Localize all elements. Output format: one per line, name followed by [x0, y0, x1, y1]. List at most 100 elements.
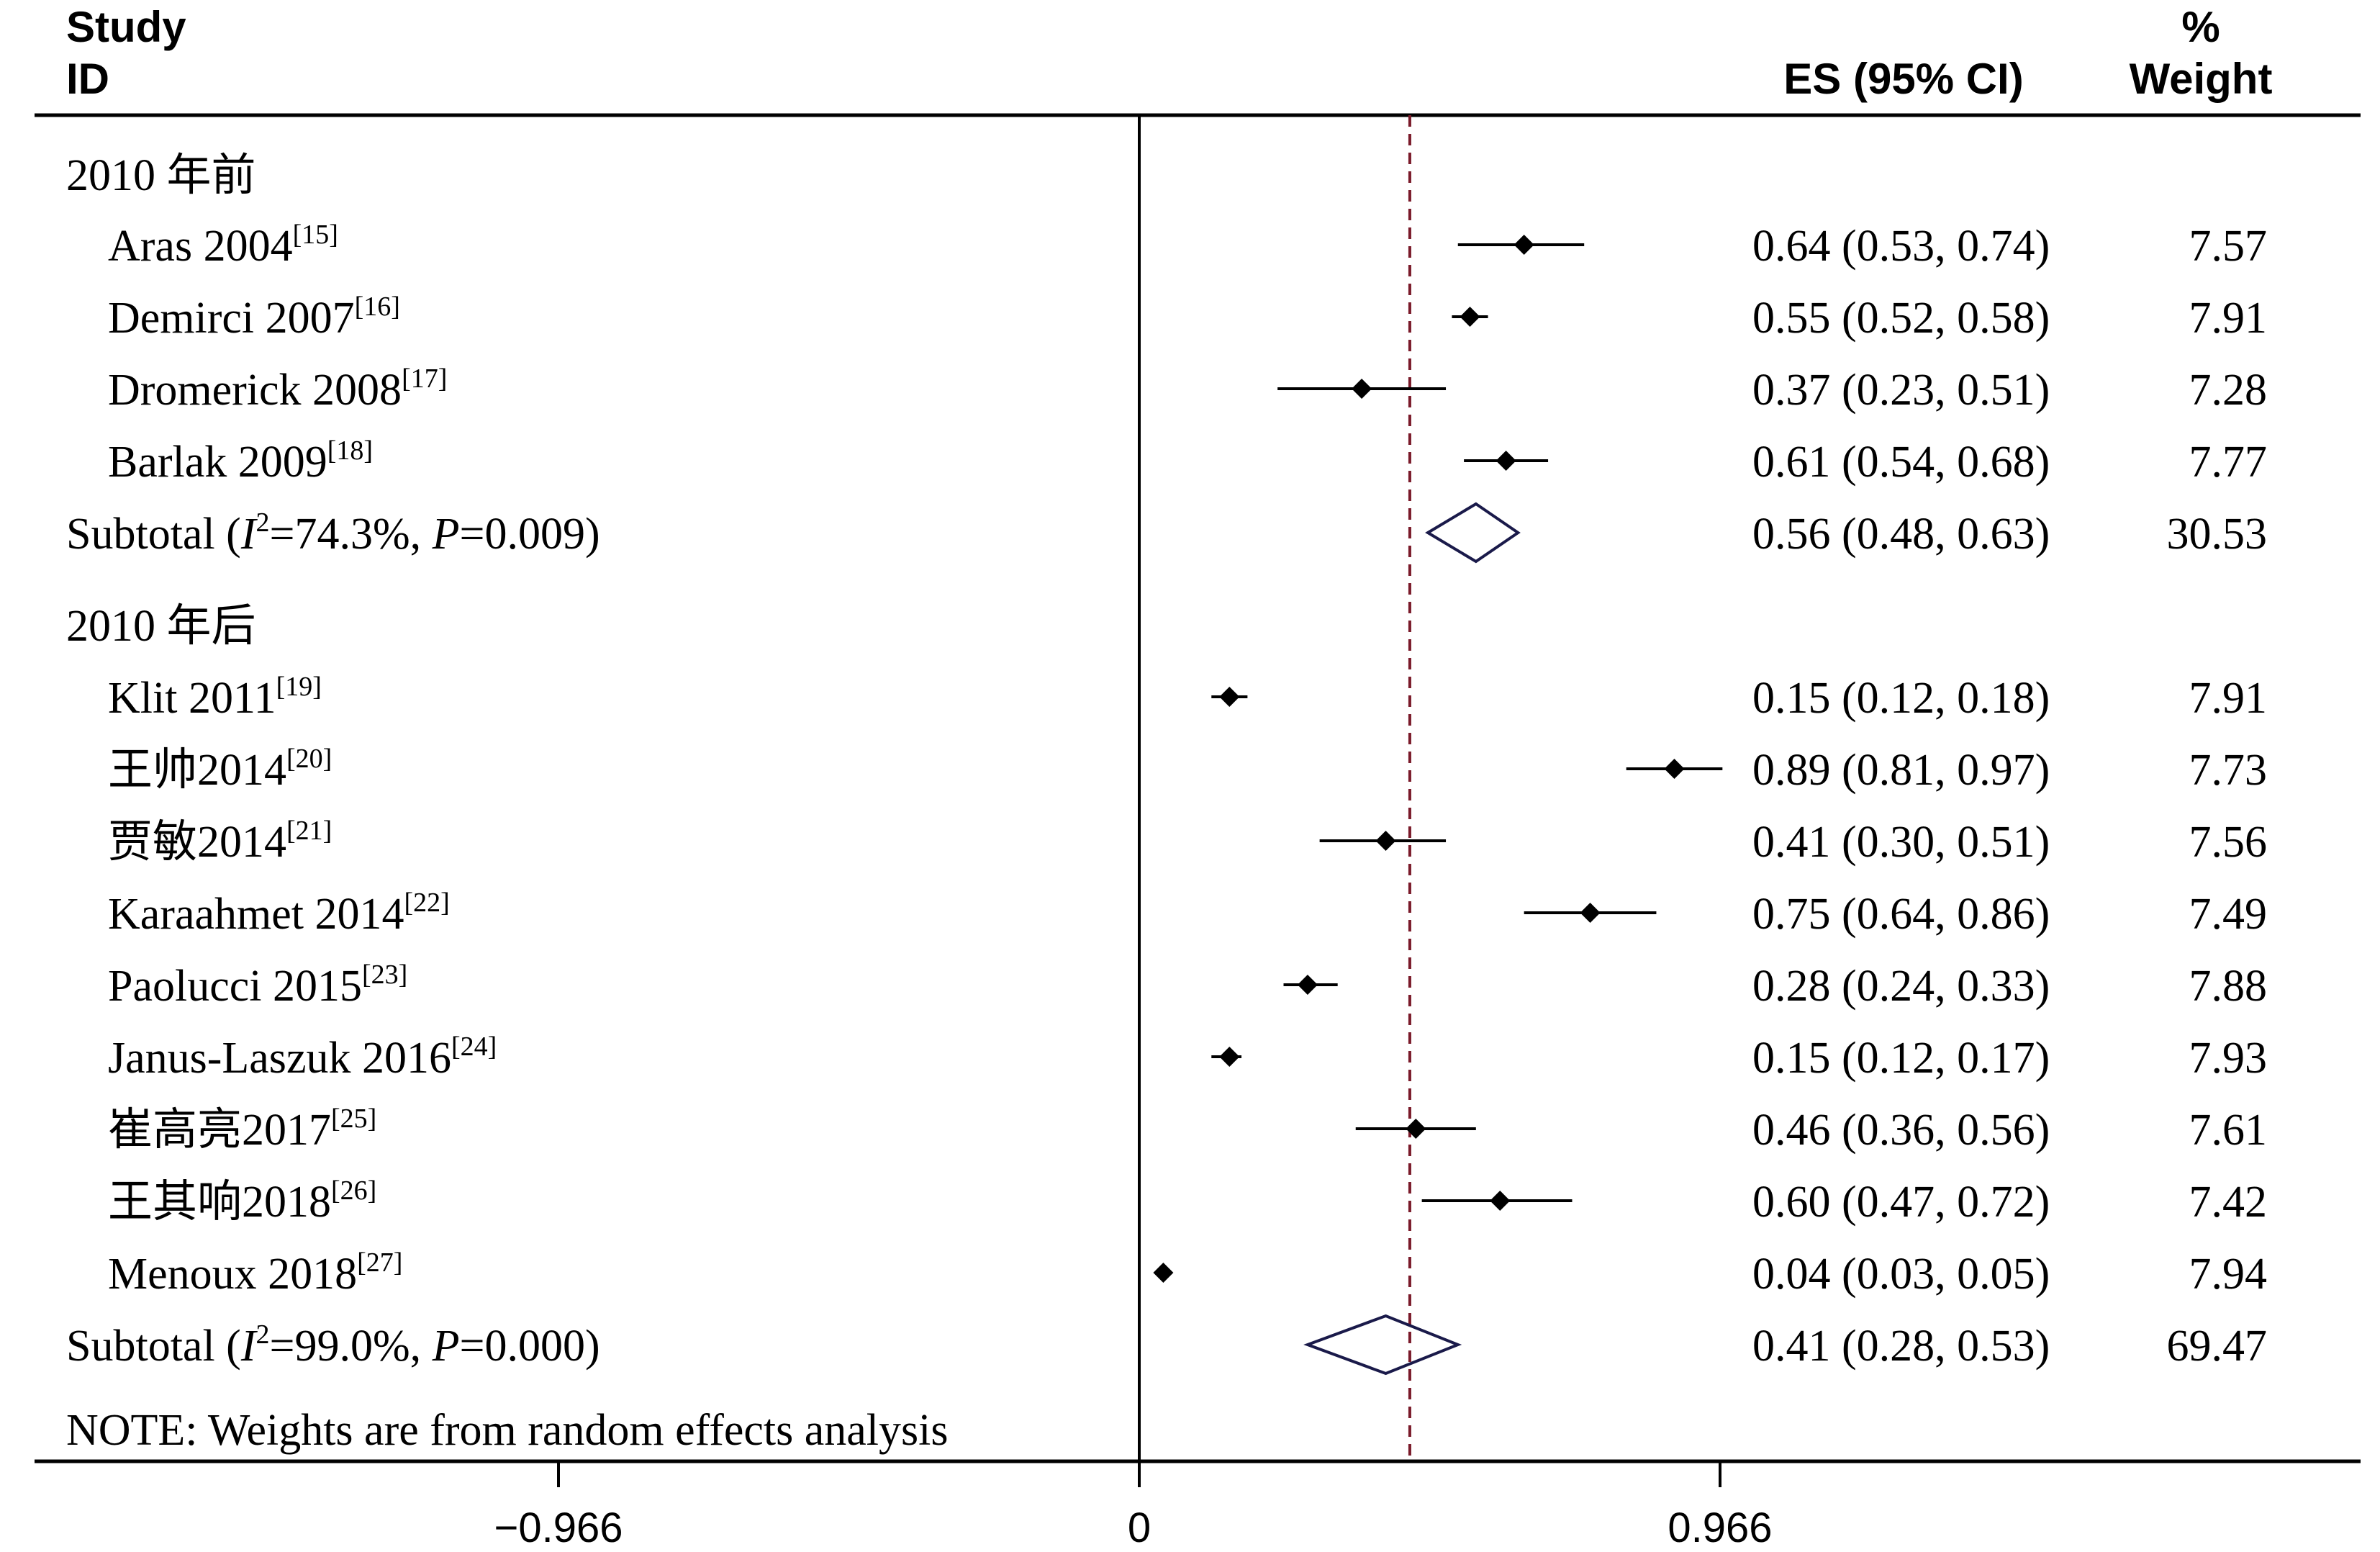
study-ref: [18]	[327, 436, 373, 466]
es-value: 0.04 (0.03, 0.05)	[1752, 1250, 2050, 1299]
es-value: 0.28 (0.24, 0.33)	[1752, 962, 2050, 1011]
study-ref: [27]	[357, 1248, 402, 1278]
study-label: Barlak 2009[18]	[108, 436, 373, 487]
study-ref: [21]	[286, 816, 332, 846]
point-estimate	[1153, 1263, 1174, 1283]
es-value: 0.41 (0.30, 0.51)	[1752, 818, 2050, 867]
study-name: 贾敏2014	[108, 818, 286, 867]
i2-value: =74.3%,	[269, 510, 432, 559]
weight-value: 7.93	[2189, 1034, 2268, 1083]
study-name: Paolucci 2015	[108, 962, 362, 1011]
header-id: ID	[66, 55, 109, 103]
study-name: Janus-Laszuk 2016	[108, 1034, 451, 1083]
point-estimate	[1496, 451, 1516, 471]
es-value: 0.64 (0.53, 0.74)	[1752, 222, 2050, 271]
study-name: 王其响2018	[108, 1178, 331, 1227]
study-label: 王其响2018[26]	[108, 1176, 376, 1227]
study-label: Dromerick 2008[17]	[108, 364, 447, 415]
header-study: Study	[66, 3, 186, 51]
i2-value: =99.0%,	[269, 1322, 432, 1371]
i2-exponent: 2	[255, 1319, 269, 1350]
es-value: 0.15 (0.12, 0.17)	[1752, 1034, 2050, 1083]
weight-value: 7.57	[2189, 222, 2268, 271]
subtotal-label: Subtotal (I2=74.3%, P=0.009)	[66, 507, 600, 559]
x-tick-label: 0.966	[1668, 1504, 1772, 1551]
subtotal-prefix: Subtotal (	[66, 1322, 241, 1371]
study-name: Aras 2004	[108, 222, 293, 271]
subtotal-prefix: Subtotal (	[66, 510, 241, 559]
i2-letter: I	[240, 1322, 258, 1371]
point-estimate	[1375, 831, 1396, 851]
study-ref: [26]	[331, 1176, 376, 1206]
study-label: Karaahmet 2014[22]	[108, 888, 450, 939]
study-label: 王帅2014[20]	[108, 744, 332, 795]
study-name: 王帅2014	[108, 746, 286, 795]
study-name: Karaahmet 2014	[108, 890, 404, 939]
study-ref: [19]	[276, 672, 322, 702]
weight-value: 7.77	[2189, 438, 2268, 487]
subtotal-es-value: 0.41 (0.28, 0.53)	[1752, 1322, 2050, 1371]
es-value: 0.37 (0.23, 0.51)	[1752, 366, 2050, 415]
es-value: 0.61 (0.54, 0.68)	[1752, 438, 2050, 487]
p-letter: P	[432, 1322, 460, 1371]
subtotal-weight-value: 69.47	[2167, 1322, 2268, 1371]
study-label: 崔高亮2017[25]	[108, 1104, 376, 1155]
weight-value: 7.94	[2189, 1250, 2268, 1299]
header-weight-pct: %	[2181, 3, 2220, 51]
study-name: Demirci 2007	[108, 294, 355, 343]
study-label: 贾敏2014[21]	[108, 816, 332, 867]
weight-value: 7.91	[2189, 674, 2268, 723]
study-label: Demirci 2007[16]	[108, 292, 400, 343]
x-tick-label: −0.966	[494, 1504, 623, 1551]
study-ref: [22]	[404, 888, 449, 918]
point-estimate	[1406, 1119, 1426, 1139]
study-ref: [16]	[355, 292, 400, 322]
es-value: 0.46 (0.36, 0.56)	[1752, 1106, 2050, 1155]
study-ref: [25]	[331, 1104, 376, 1134]
study-label: Aras 2004[15]	[108, 220, 338, 271]
p-value: =0.000)	[459, 1322, 599, 1371]
point-estimate	[1513, 235, 1534, 255]
weight-value: 7.56	[2189, 818, 2268, 867]
es-value: 0.89 (0.81, 0.97)	[1752, 746, 2050, 795]
note-text: NOTE: Weights are from random effects an…	[66, 1406, 948, 1455]
study-ref: [23]	[362, 960, 407, 990]
weight-value: 7.73	[2189, 746, 2268, 795]
point-estimate	[1352, 379, 1372, 399]
point-estimate	[1460, 307, 1480, 327]
study-name: 崔高亮2017	[108, 1106, 331, 1155]
es-value: 0.55 (0.52, 0.58)	[1752, 294, 2050, 343]
group-label: 2010 年前	[66, 151, 256, 200]
study-name: Dromerick 2008	[108, 366, 402, 415]
study-name: Klit 2011	[108, 674, 276, 723]
point-estimate	[1297, 975, 1318, 995]
header-weight: Weight	[2130, 55, 2273, 103]
point-estimate	[1580, 903, 1601, 923]
subtotal-diamond	[1425, 502, 1521, 564]
weight-value: 7.49	[2189, 890, 2268, 939]
study-ref: [24]	[451, 1032, 497, 1062]
study-name: Menoux 2018	[108, 1250, 357, 1299]
study-ref: [15]	[293, 220, 338, 250]
study-label: Paolucci 2015[23]	[108, 960, 407, 1011]
subtotal-es-value: 0.56 (0.48, 0.63)	[1752, 510, 2050, 559]
point-estimate	[1219, 687, 1240, 707]
study-label: Menoux 2018[27]	[108, 1248, 402, 1299]
study-label: Klit 2011[19]	[108, 672, 322, 723]
x-tick-label: 0	[1128, 1504, 1151, 1551]
es-value: 0.75 (0.64, 0.86)	[1752, 890, 2050, 939]
study-ref: [20]	[286, 744, 332, 774]
group-label: 2010 年后	[66, 602, 256, 651]
point-estimate	[1490, 1191, 1511, 1211]
p-value: =0.009)	[459, 510, 599, 559]
study-ref: [17]	[402, 364, 447, 394]
i2-exponent: 2	[255, 507, 269, 538]
study-label: Janus-Laszuk 2016[24]	[108, 1032, 497, 1083]
header-es: ES (95% CI)	[1783, 55, 2023, 103]
es-value: 0.60 (0.47, 0.72)	[1752, 1178, 2050, 1227]
es-value: 0.15 (0.12, 0.18)	[1752, 674, 2050, 723]
point-estimate	[1664, 759, 1685, 779]
i2-letter: I	[240, 510, 258, 559]
subtotal-diamond	[1303, 1314, 1462, 1376]
